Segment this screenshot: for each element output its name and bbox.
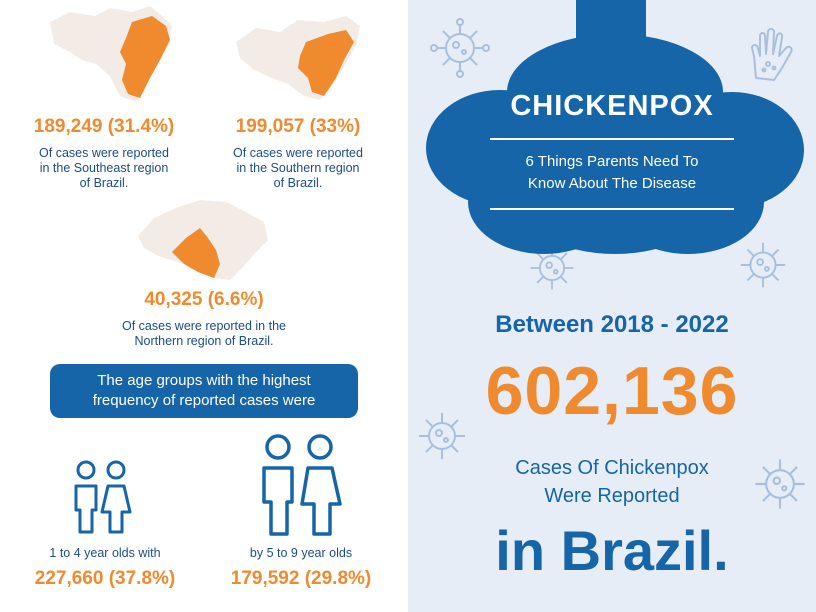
brazil-map-north [138, 200, 268, 280]
age-group-1-value: 227,660 (37.8%) [34, 568, 176, 589]
brazil-map-southeast [50, 6, 172, 102]
southern-text: Of cases were reported in the Southern r… [233, 146, 363, 190]
age-group-2-value: 179,592 (29.8%) [230, 568, 372, 589]
age-groups-banner: The age groups with the highest frequenc… [50, 364, 358, 418]
person-icon-small-pair [74, 460, 132, 534]
location-text: in Brazil. [495, 519, 729, 582]
title-cloud [426, 0, 804, 254]
cases-text: Cases Of Chickenpox Were Reported [515, 457, 709, 507]
total-cases: 602,136 [485, 353, 739, 429]
virus-icon [419, 413, 465, 459]
page-title: CHICKENPOX [510, 90, 714, 122]
brazil-map-south [236, 16, 360, 100]
southeast-text: Of cases were reported in the Southeast … [39, 146, 169, 190]
age-group-2-label: by 5 to 9 year olds [249, 546, 353, 560]
period-text: Between 2018 - 2022 [495, 311, 729, 338]
southern-value: 199,057 (33%) [235, 116, 361, 137]
page-subtitle: 6 Things Parents Need To Know About The … [525, 153, 699, 192]
title-divider-bottom [490, 208, 734, 210]
right-panel: CHICKENPOX 6 Things Parents Need To Know… [408, 0, 816, 612]
title-divider-top [490, 138, 734, 140]
northern-text: Of cases were reported in the Northern r… [122, 319, 286, 348]
person-icon-large-pair [262, 434, 342, 536]
northern-value: 40,325 (6.6%) [144, 289, 264, 310]
virus-icon [755, 459, 805, 509]
age-group-1-label: 1 to 4 year olds with [49, 546, 161, 560]
virus-icon [430, 18, 490, 78]
left-panel: 189,249 (31.4%) Of cases were reported i… [33, 6, 372, 589]
virus-icon [740, 242, 786, 288]
hand-icon [751, 28, 793, 81]
southeast-value: 189,249 (31.4%) [33, 116, 175, 137]
